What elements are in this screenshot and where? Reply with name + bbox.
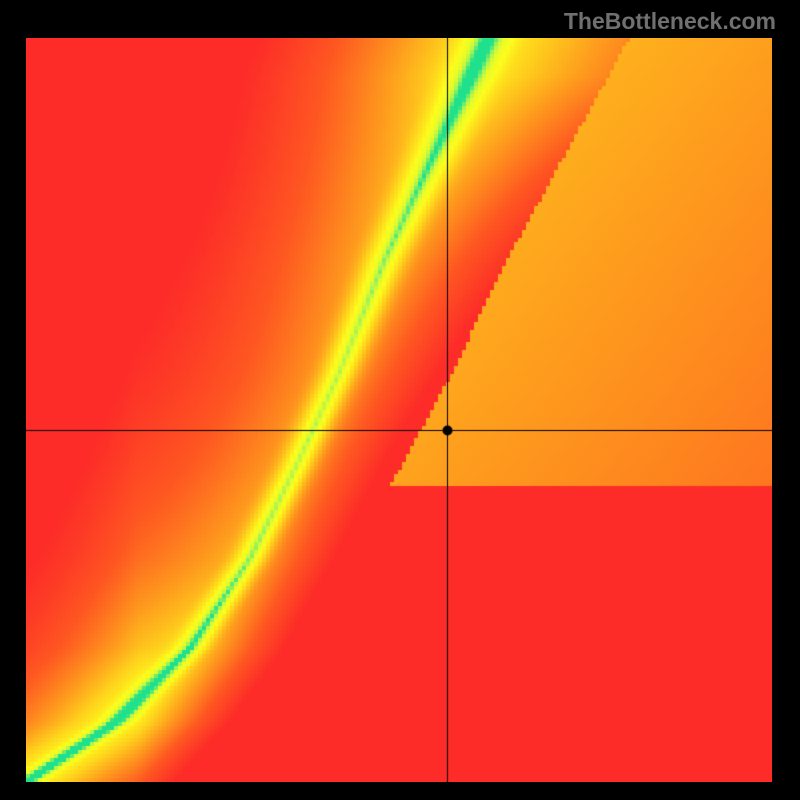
heatmap-plot-area [26, 38, 772, 782]
watermark-text: TheBottleneck.com [564, 8, 776, 35]
heatmap-canvas [26, 38, 772, 782]
chart-container: TheBottleneck.com [0, 0, 800, 800]
